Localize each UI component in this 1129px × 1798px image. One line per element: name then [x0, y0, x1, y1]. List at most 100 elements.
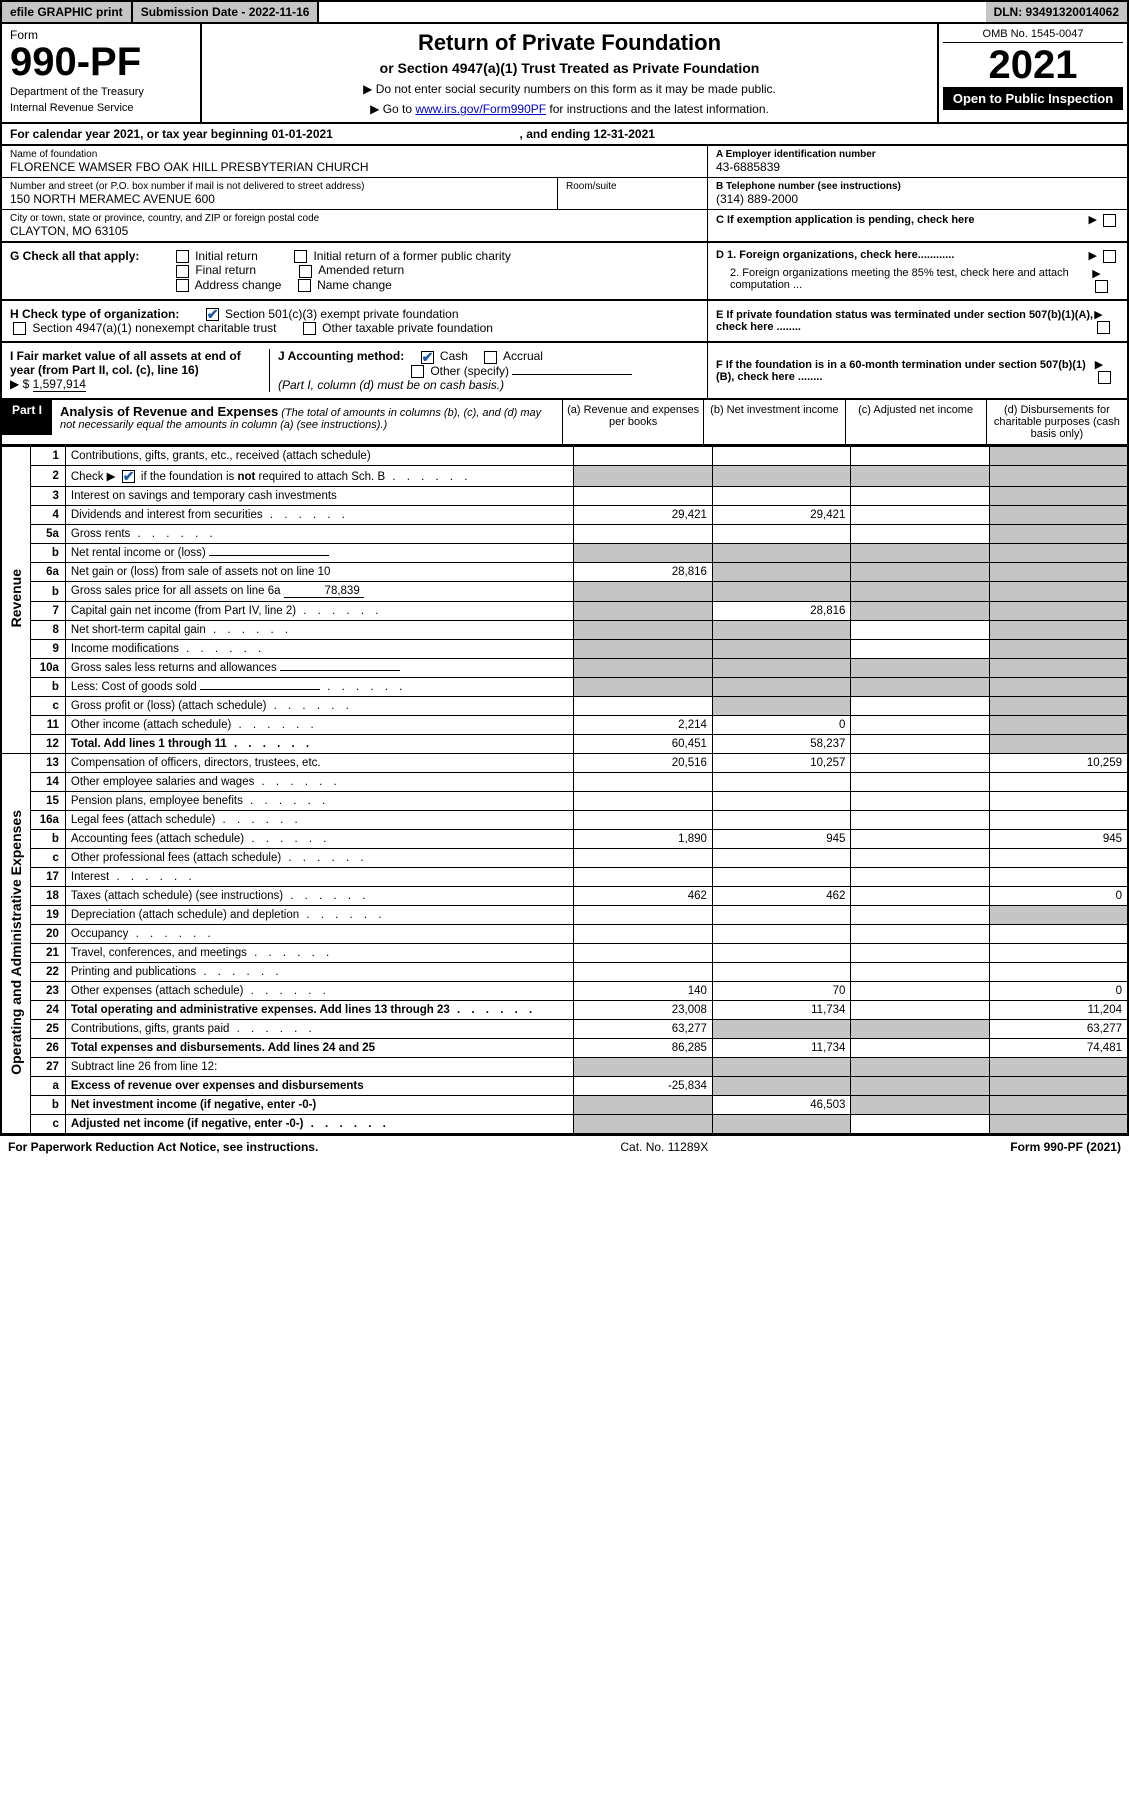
d1-checkbox[interactable] — [1103, 250, 1116, 263]
line-description: Check ▶ if the foundation is not require… — [65, 465, 574, 486]
g-address-change-cb[interactable] — [176, 279, 189, 292]
table-row: 25Contributions, gifts, grants paid . . … — [1, 1020, 1128, 1039]
g-opt-3: Initial return of a former public charit… — [313, 249, 510, 263]
line-description: Gross sales price for all assets on line… — [65, 582, 574, 602]
table-row: 11Other income (attach schedule) . . . .… — [1, 716, 1128, 735]
amount-col-d — [989, 506, 1128, 525]
caly-pre: For calendar year 2021, or tax year begi… — [10, 127, 271, 141]
form-subtitle: or Section 4947(a)(1) Trust Treated as P… — [214, 60, 925, 76]
h-4947-cb[interactable] — [13, 322, 26, 335]
g-initial-return-cb[interactable] — [176, 250, 189, 263]
instr-ssn: ▶ Do not enter social security numbers o… — [214, 82, 925, 96]
j-other-cb[interactable] — [411, 365, 424, 378]
amount-col-c — [851, 754, 990, 773]
amount-col-d — [989, 735, 1128, 754]
line-description: Contributions, gifts, grants paid . . . … — [65, 1020, 574, 1039]
j-cash-cb[interactable] — [421, 351, 434, 364]
amount-col-b: 11,734 — [712, 1039, 851, 1058]
amount-col-b — [712, 640, 851, 659]
inline-input[interactable] — [209, 555, 329, 556]
table-row: 21Travel, conferences, and meetings . . … — [1, 944, 1128, 963]
amount-col-c — [851, 678, 990, 697]
h-other-taxable-cb[interactable] — [303, 322, 316, 335]
table-row: 10aGross sales less returns and allowanc… — [1, 659, 1128, 678]
amount-col-b — [712, 1115, 851, 1135]
line-number: 1 — [31, 446, 66, 465]
table-row: 15Pension plans, employee benefits . . .… — [1, 792, 1128, 811]
amount-col-d — [989, 868, 1128, 887]
sch-b-checkbox[interactable] — [122, 470, 135, 483]
j-other-input[interactable] — [512, 374, 632, 375]
amount-col-a — [574, 944, 713, 963]
h-501c3-cb[interactable] — [206, 308, 219, 321]
d2-checkbox[interactable] — [1095, 280, 1108, 293]
amount-col-d — [989, 621, 1128, 640]
tel-cell: B Telephone number (see instructions) (3… — [708, 178, 1127, 210]
amount-col-c — [851, 906, 990, 925]
amount-col-c — [851, 659, 990, 678]
amount-col-b — [712, 465, 851, 486]
table-row: Operating and Administrative Expenses13C… — [1, 754, 1128, 773]
table-row: bGross sales price for all assets on lin… — [1, 582, 1128, 602]
inline-input[interactable] — [200, 689, 320, 690]
amount-col-b — [712, 621, 851, 640]
line-number: a — [31, 1077, 66, 1096]
top-bar: efile GRAPHIC print Submission Date - 20… — [0, 0, 1129, 24]
line-description: Income modifications . . . . . . — [65, 640, 574, 659]
j-accrual-cb[interactable] — [484, 351, 497, 364]
g-final-return-cb[interactable] — [176, 265, 189, 278]
line-number: 5a — [31, 525, 66, 544]
amount-col-a — [574, 525, 713, 544]
header-right: OMB No. 1545-0047 2021 Open to Public In… — [937, 24, 1127, 122]
amount-col-b — [712, 487, 851, 506]
amount-col-c — [851, 1115, 990, 1135]
amount-col-c — [851, 602, 990, 621]
d1-label: D 1. Foreign organizations, check here..… — [716, 249, 954, 263]
amount-col-b: 10,257 — [712, 754, 851, 773]
f-checkbox[interactable] — [1098, 371, 1111, 384]
g-initial-former-cb[interactable] — [294, 250, 307, 263]
c-label: C If exemption application is pending, c… — [716, 214, 975, 226]
line-number: 9 — [31, 640, 66, 659]
e-section: E If private foundation status was termi… — [707, 301, 1127, 342]
g-amended-cb[interactable] — [299, 265, 312, 278]
revenue-side-label: Revenue — [1, 446, 31, 753]
g-name-change-cb[interactable] — [298, 279, 311, 292]
amount-col-a: 60,451 — [574, 735, 713, 754]
line-number: 19 — [31, 906, 66, 925]
table-row: 14Other employee salaries and wages . . … — [1, 773, 1128, 792]
line-number: 14 — [31, 773, 66, 792]
line-description: Gross rents . . . . . . — [65, 525, 574, 544]
inline-input[interactable] — [280, 670, 400, 671]
opex-side-label: Operating and Administrative Expenses — [1, 754, 31, 1135]
amount-col-d — [989, 659, 1128, 678]
efile-label: efile GRAPHIC print — [2, 2, 133, 22]
c-checkbox[interactable] — [1103, 214, 1116, 227]
amount-col-a: 20,516 — [574, 754, 713, 773]
street-value: 150 NORTH MERAMEC AVENUE 600 — [10, 192, 549, 206]
d2-row: 2. Foreign organizations meeting the 85%… — [716, 267, 1119, 293]
footer-right: Form 990-PF (2021) — [1010, 1140, 1121, 1154]
j-section: J Accounting method: Cash Accrual Other … — [270, 349, 699, 392]
irs-link[interactable]: www.irs.gov/Form990PF — [415, 102, 546, 116]
part1-col-headers: (a) Revenue and expenses per books (b) N… — [562, 400, 1127, 444]
amount-col-c — [851, 1001, 990, 1020]
amount-col-b — [712, 868, 851, 887]
f-label: F If the foundation is in a 60-month ter… — [716, 359, 1095, 383]
amount-col-d — [989, 1058, 1128, 1077]
amount-col-a: 462 — [574, 887, 713, 906]
header-center: Return of Private Foundation or Section … — [202, 24, 937, 122]
part1-badge: Part I — [2, 400, 52, 435]
line-description: Net short-term capital gain . . . . . . — [65, 621, 574, 640]
e-checkbox[interactable] — [1097, 321, 1110, 334]
line-description: Interest . . . . . . — [65, 868, 574, 887]
line-description: Net investment income (if negative, ente… — [65, 1096, 574, 1115]
city-value: CLAYTON, MO 63105 — [10, 224, 699, 238]
amount-col-c — [851, 465, 990, 486]
street-cell: Number and street (or P.O. box number if… — [2, 178, 557, 209]
tel-value: (314) 889-2000 — [716, 192, 1119, 206]
instr-url: ▶ Go to www.irs.gov/Form990PF for instru… — [214, 102, 925, 116]
section-h-e-row: H Check type of organization: Section 50… — [0, 301, 1129, 344]
amount-col-d — [989, 925, 1128, 944]
amount-col-a — [574, 1115, 713, 1135]
